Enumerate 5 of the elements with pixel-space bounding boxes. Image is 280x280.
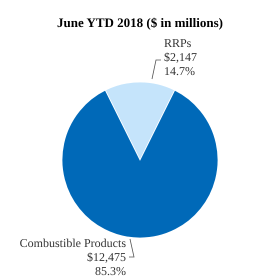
data-label: $12,475 85.3% xyxy=(87,250,126,278)
slice-label: RRPs xyxy=(164,36,192,50)
chart-title: June YTD 2018 ($ in millions) xyxy=(56,15,224,30)
data-label: $2,147 14.7% xyxy=(164,50,197,78)
slice-label: Combustible Products xyxy=(20,236,126,250)
